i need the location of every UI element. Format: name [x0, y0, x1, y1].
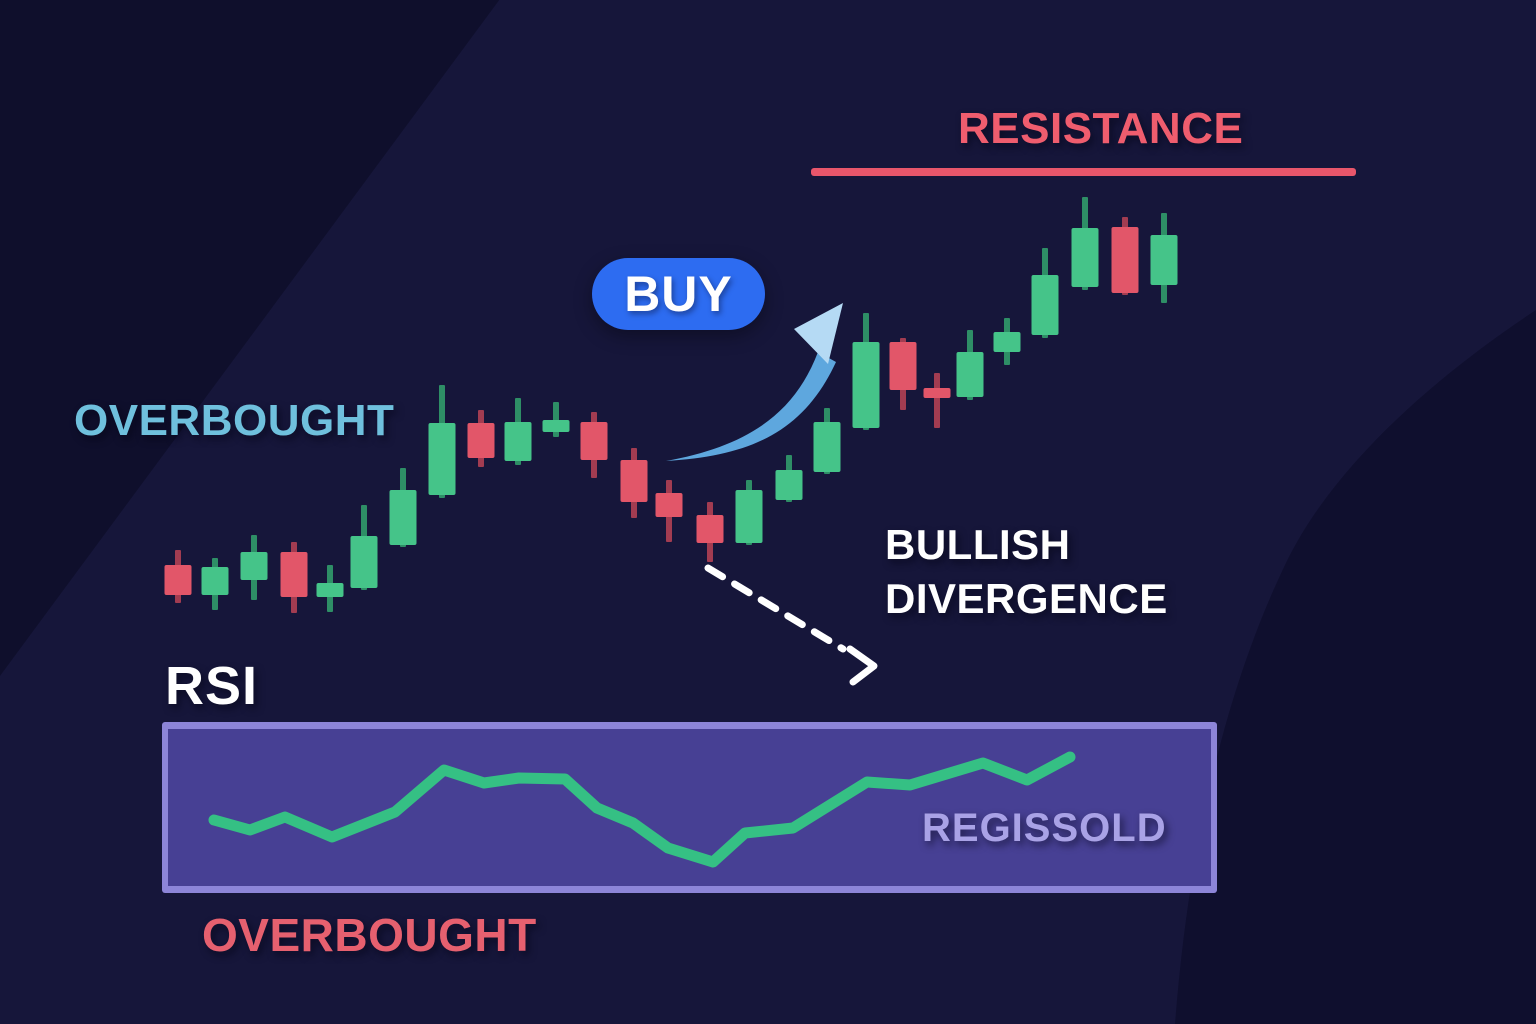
divergence-arrow-head: [846, 645, 878, 686]
trend-up-arrow-head: [794, 303, 843, 364]
buy-button-label: BUY: [624, 266, 733, 322]
candlestick-series: [164, 197, 1178, 613]
buy-button[interactable]: BUY: [592, 258, 765, 330]
overbought-top-label: OVERBOUGHT: [74, 396, 395, 445]
oversold-label: REGISSOLD: [922, 806, 1167, 850]
divergence-arrow-line: [704, 564, 847, 653]
rsi-line: [208, 751, 1076, 868]
bullish-divergence-line2: DIVERGENCE: [885, 575, 1168, 622]
divergence-arrow-icon: [704, 564, 878, 686]
rsi-panel: [162, 722, 1217, 893]
overbought-bottom-label: OVERBOUGHT: [202, 909, 537, 961]
trend-up-arrow-tail: [666, 352, 836, 461]
bullish-divergence-line1: BULLISH: [885, 521, 1071, 568]
resistance-label: RESISTANCE: [958, 104, 1244, 153]
trend-up-arrow-icon: [666, 303, 843, 461]
resistance-line: [811, 168, 1356, 176]
rsi-label: RSI: [165, 656, 259, 716]
bullish-divergence-label: BULLISH DIVERGENCE: [885, 518, 1168, 626]
